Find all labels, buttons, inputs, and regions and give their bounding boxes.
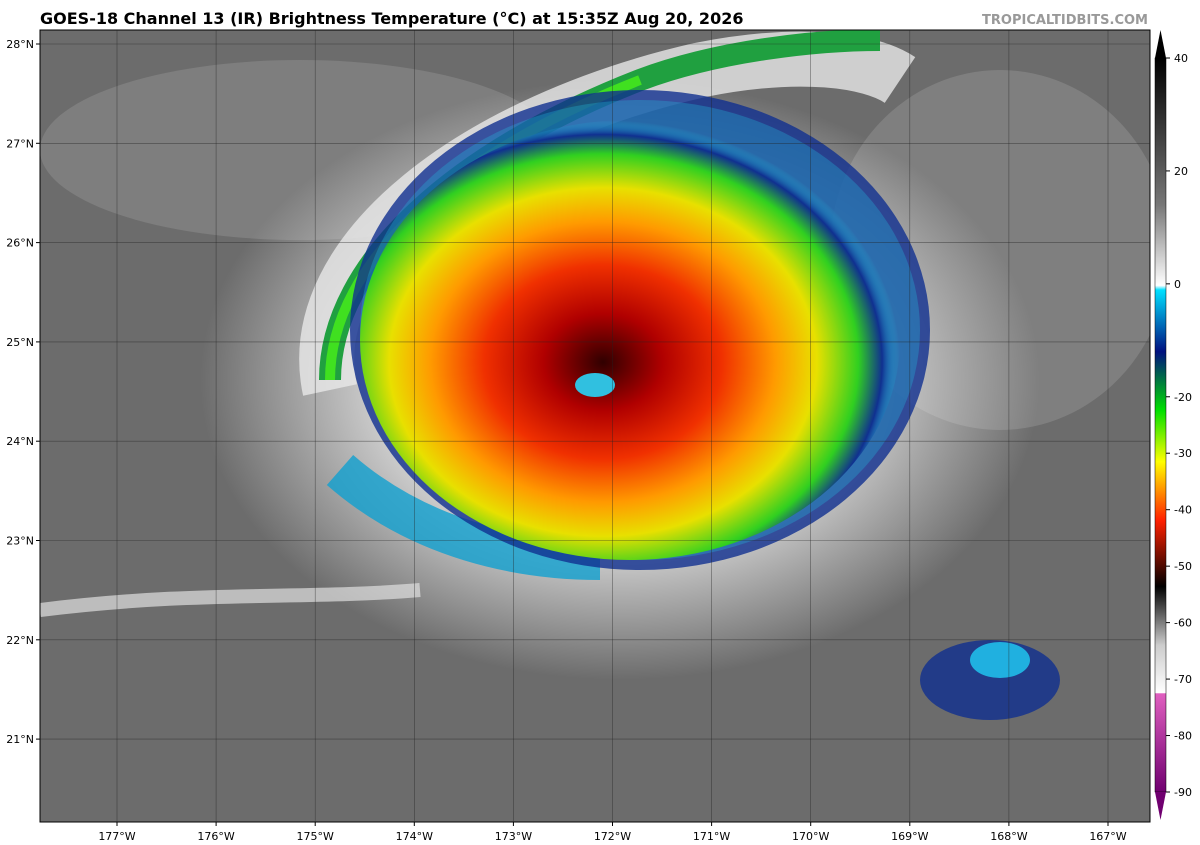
colorbar-tick-label: 0 bbox=[1174, 278, 1181, 291]
map-frame bbox=[39, 29, 1151, 823]
lat-label: 22°N bbox=[6, 634, 34, 647]
colorbar-tick-label: -60 bbox=[1174, 617, 1192, 630]
lon-label: 169°W bbox=[891, 830, 928, 843]
lon-label: 172°W bbox=[594, 830, 631, 843]
colorbar-tick-label: -80 bbox=[1174, 730, 1192, 743]
credit: TROPICALTIDBITS.COM bbox=[982, 13, 1148, 28]
lon-label: 168°W bbox=[990, 830, 1027, 843]
title: GOES-18 Channel 13 (IR) Brightness Tempe… bbox=[40, 9, 743, 28]
lat-label: 25°N bbox=[6, 336, 34, 349]
colorbar-tick-label: 20 bbox=[1174, 165, 1188, 178]
colorbar-bottom-arrow bbox=[1155, 792, 1166, 820]
lon-label: 171°W bbox=[693, 830, 730, 843]
lon-label: 167°W bbox=[1089, 830, 1126, 843]
satellite-image bbox=[40, 30, 1150, 822]
colorbar-tick-label: -30 bbox=[1174, 447, 1192, 460]
lon-label: 176°W bbox=[197, 830, 234, 843]
lon-label: 173°W bbox=[495, 830, 532, 843]
colorbar-tick-label: 40 bbox=[1174, 52, 1188, 65]
lat-label: 28°N bbox=[6, 38, 34, 51]
colorbar-tick-label: -90 bbox=[1174, 786, 1192, 799]
lat-label: 27°N bbox=[6, 137, 34, 150]
colorbar-tick-label: -20 bbox=[1174, 391, 1192, 404]
lon-label: 174°W bbox=[396, 830, 433, 843]
lat-label: 21°N bbox=[6, 733, 34, 746]
colorbar bbox=[1154, 57, 1167, 793]
lon-label: 175°W bbox=[297, 830, 334, 843]
lon-label: 170°W bbox=[792, 830, 829, 843]
lon-label: 177°W bbox=[98, 830, 135, 843]
lat-label: 23°N bbox=[6, 535, 34, 548]
colorbar-tick-label: -40 bbox=[1174, 504, 1192, 517]
colorbar-tick-label: -50 bbox=[1174, 560, 1192, 573]
lat-label: 26°N bbox=[6, 237, 34, 250]
lat-label: 24°N bbox=[6, 435, 34, 448]
colorbar-top-arrow bbox=[1155, 30, 1166, 58]
colorbar-tick-label: -70 bbox=[1174, 673, 1192, 686]
